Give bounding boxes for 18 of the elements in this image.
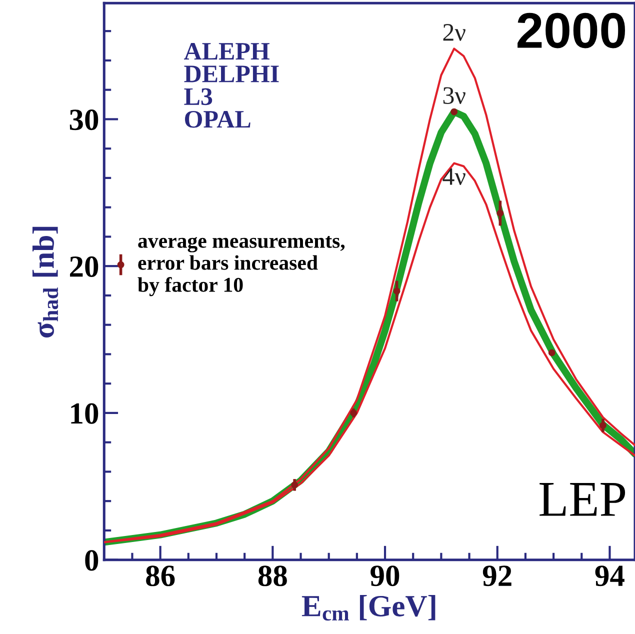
y-axis-title: σ$_{had}$ [nb] (32, 226, 58, 338)
y-tick-label: 10 (71, 403, 98, 424)
legend-label: average measurements, error bars increased by factor 10 (138, 236, 345, 296)
series-label: 4ν (442, 168, 466, 186)
y-tick-label: 20 (70, 256, 98, 277)
x-tick-label: 88 (258, 566, 287, 586)
x-tick-label: 92 (482, 566, 512, 586)
annotation: 2000 (518, 12, 625, 48)
annotation: ALEPH DELPHI L3 OPAL (184, 42, 279, 128)
series-label: 2ν (443, 24, 466, 41)
y-tick-label: 30 (70, 109, 98, 130)
x-tick-label: 90 (370, 566, 400, 586)
x-tick-label: 94 (595, 566, 624, 586)
x-tick-label: 86 (146, 566, 175, 586)
annotation: LEP (540, 483, 626, 516)
series-label: 3ν (443, 87, 466, 104)
x-axis-title: E$_{cm}$ [GeV] (302, 594, 436, 621)
y-tick-label: 0 (85, 550, 98, 571)
